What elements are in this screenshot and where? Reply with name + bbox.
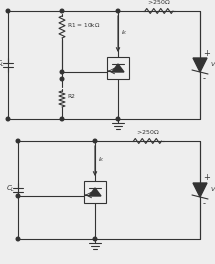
Text: +: + — [203, 173, 210, 182]
Circle shape — [60, 70, 64, 74]
Circle shape — [116, 117, 120, 121]
Text: $C_L$: $C_L$ — [6, 184, 15, 194]
Text: -: - — [203, 74, 206, 83]
Text: >250$\Omega$: >250$\Omega$ — [147, 0, 171, 6]
Circle shape — [60, 117, 64, 121]
Polygon shape — [193, 183, 207, 197]
Text: -: - — [203, 200, 206, 209]
Bar — [107, 57, 129, 79]
Text: R2: R2 — [67, 95, 75, 100]
Text: $I_K$: $I_K$ — [98, 155, 105, 164]
Text: $V_{bat}$: $V_{bat}$ — [210, 186, 215, 195]
Circle shape — [60, 9, 64, 13]
Circle shape — [16, 237, 20, 241]
Text: $I_K$: $I_K$ — [121, 29, 128, 37]
Circle shape — [60, 77, 64, 81]
Circle shape — [6, 9, 10, 13]
Circle shape — [16, 194, 20, 198]
Polygon shape — [112, 64, 124, 72]
Text: $C_L$: $C_L$ — [0, 59, 5, 69]
Polygon shape — [193, 58, 207, 72]
Text: >250$\Omega$: >250$\Omega$ — [136, 128, 159, 136]
Bar — [84, 181, 106, 203]
Circle shape — [116, 9, 120, 13]
Text: $V_{bat}$: $V_{bat}$ — [210, 60, 215, 69]
Circle shape — [16, 139, 20, 143]
Circle shape — [93, 237, 97, 241]
Text: R1 = 10k$\Omega$: R1 = 10k$\Omega$ — [67, 21, 101, 29]
Polygon shape — [89, 188, 101, 196]
Text: +: + — [203, 49, 210, 58]
Circle shape — [6, 117, 10, 121]
Circle shape — [93, 139, 97, 143]
